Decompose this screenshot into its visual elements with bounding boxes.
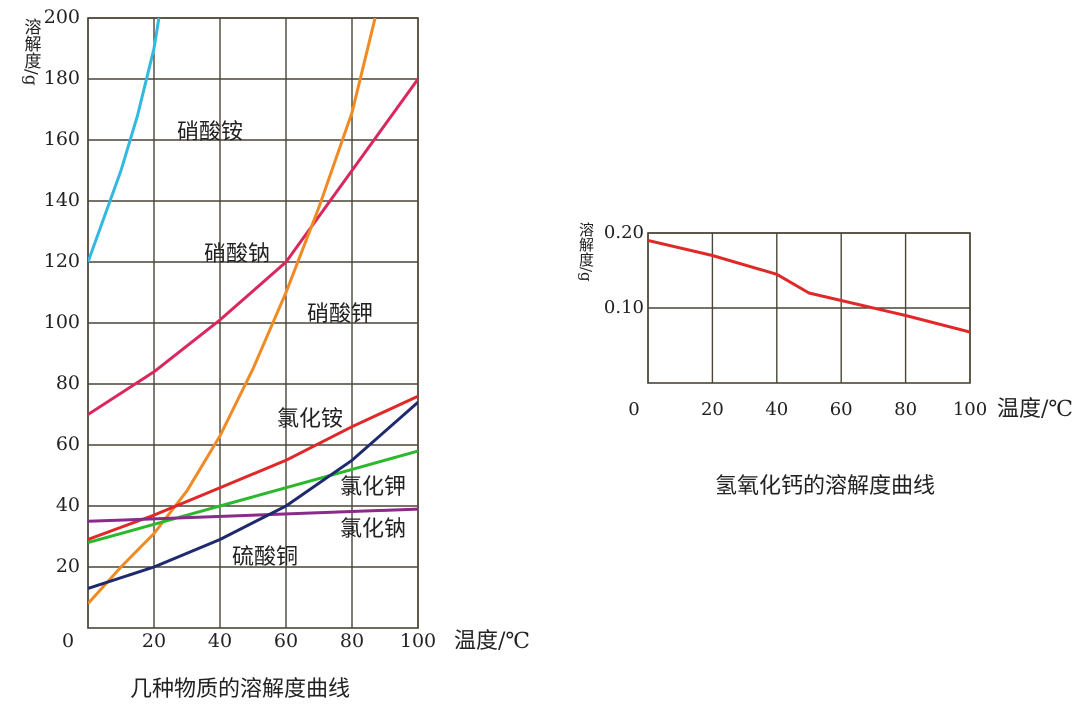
series-label: 硝酸铵	[177, 120, 243, 145]
series-group	[88, 18, 418, 605]
x-axis-label: 温度/℃	[997, 397, 1073, 422]
series-label: 硝酸钠	[204, 242, 270, 267]
x-tick-label: 80	[894, 399, 917, 420]
x-axis-label: 温度/℃	[454, 629, 530, 654]
series-line	[88, 507, 418, 523]
x-tick-label: 60	[274, 630, 298, 652]
y-tick-label: 180	[44, 67, 80, 89]
x-tick-label: 100	[953, 399, 987, 420]
series-label: 氯化铵	[277, 407, 343, 432]
y-tick-label: 0.10	[604, 297, 644, 318]
x-tick-label: 20	[142, 630, 166, 652]
x-tick-label: 0	[62, 630, 74, 652]
x-tick-label: 40	[208, 630, 232, 652]
y-tick-label: 60	[56, 433, 80, 455]
series-group	[648, 239, 970, 334]
x-tick-label: 100	[400, 630, 436, 652]
x-tick-label: 80	[340, 630, 364, 652]
y-tick-label: 80	[56, 372, 80, 394]
chart-title: 几种物质的溶解度曲线	[130, 677, 350, 702]
y-tick-label: 100	[44, 311, 80, 333]
y-tick-label: 120	[44, 250, 80, 272]
y-tick-label: 200	[44, 6, 80, 28]
x-tick-label: 0	[628, 399, 639, 420]
chart-title: 氢氧化钙的溶解度曲线	[715, 474, 935, 499]
y-tick-label: 160	[44, 128, 80, 150]
y-axis-label: 溶解度/g	[577, 222, 595, 282]
x-tick-label: 40	[765, 399, 788, 420]
series-label: 氯化钠	[340, 517, 406, 542]
series-line	[88, 18, 161, 263]
series-line	[88, 401, 418, 590]
series-label: 硝酸钾	[307, 302, 373, 327]
x-tick-label: 60	[830, 399, 853, 420]
y-tick-label: 140	[44, 189, 80, 211]
series-label: 硫酸铜	[232, 545, 298, 570]
y-tick-label: 20	[56, 555, 80, 577]
series-line	[648, 239, 970, 334]
series-label: 氯化钾	[340, 475, 406, 500]
series-line	[88, 78, 418, 416]
y-axis-label: 溶解度/g	[21, 18, 42, 86]
x-tick-label: 20	[701, 399, 724, 420]
series-line	[88, 449, 418, 545]
y-tick-label: 0.20	[604, 222, 644, 243]
series-line	[88, 18, 377, 605]
y-tick-label: 40	[56, 494, 80, 516]
